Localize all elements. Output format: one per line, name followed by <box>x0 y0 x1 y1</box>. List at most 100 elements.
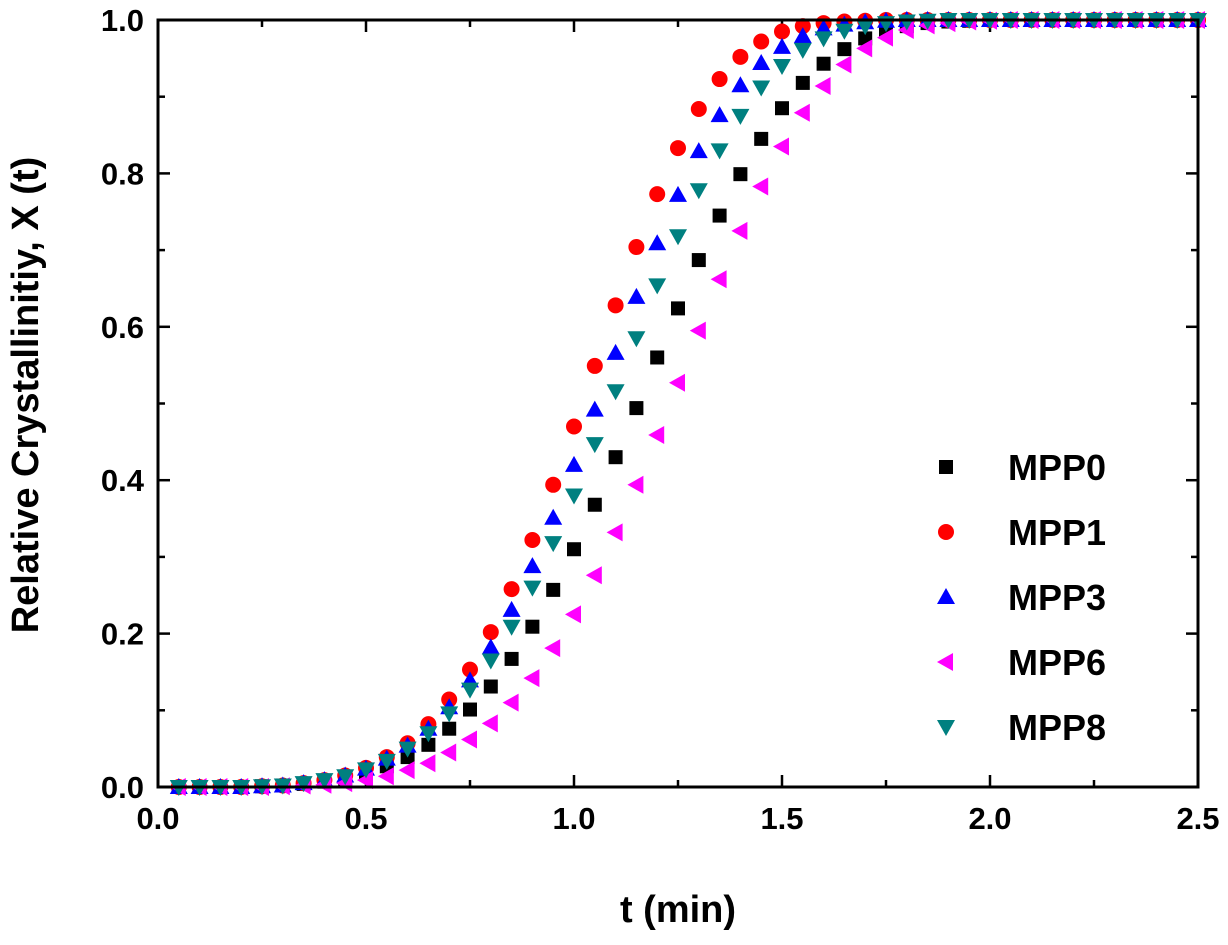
legend-marker-mpp3 <box>937 588 955 604</box>
data-point-mpp1 <box>545 476 562 493</box>
data-point-mpp8 <box>294 776 313 793</box>
data-point-mpp1 <box>794 18 811 35</box>
data-point-mpp3 <box>606 343 625 360</box>
data-point-mpp6 <box>710 270 727 289</box>
data-point-mpp3 <box>585 400 604 417</box>
data-point-mpp0 <box>525 619 540 634</box>
data-point-mpp6 <box>814 76 831 95</box>
data-point-mpp3 <box>544 508 563 525</box>
data-point-mpp6 <box>523 669 540 688</box>
data-point-mpp1 <box>649 186 666 203</box>
legend-item-mpp3: MPP3 <box>937 577 1106 618</box>
data-point-mpp8 <box>835 23 854 40</box>
plot-frame <box>156 18 1200 789</box>
x-tick-label: 2.0 <box>968 801 1011 836</box>
data-point-mpp0 <box>650 350 665 365</box>
data-point-mpp8 <box>544 536 563 553</box>
data-point-mpp1 <box>628 239 645 256</box>
data-point-mpp6 <box>377 767 394 786</box>
data-point-mpp3 <box>502 600 521 617</box>
data-point-mpp0 <box>567 542 581 557</box>
data-point-mpp0 <box>691 253 706 268</box>
x-tick-label: 1.5 <box>760 801 803 836</box>
data-point-mpp8 <box>773 59 791 76</box>
data-point-mpp6 <box>648 425 665 444</box>
data-point-mpp8 <box>502 619 521 636</box>
data-point-mpp8 <box>606 384 625 401</box>
data-point-mpp8 <box>440 706 459 723</box>
data-point-mpp1 <box>670 140 686 157</box>
data-point-mpp1 <box>732 48 749 65</box>
data-point-mpp0 <box>733 167 748 182</box>
data-point-mpp3 <box>481 638 500 655</box>
data-point-mpp8 <box>315 773 334 790</box>
data-point-mpp3 <box>669 185 687 202</box>
x-axis-title: t (min) <box>620 889 736 931</box>
data-point-mpp6 <box>627 475 644 494</box>
data-point-mpp3 <box>523 557 542 574</box>
data-point-mpp8 <box>731 108 750 125</box>
data-point-mpp0 <box>837 42 852 57</box>
legend-label: MPP3 <box>1008 577 1106 618</box>
data-point-mpp8 <box>627 331 646 348</box>
legend-item-mpp8: MPP8 <box>937 707 1106 748</box>
data-point-mpp0 <box>629 401 644 416</box>
data-point-mpp0 <box>442 721 457 736</box>
y-tick-label: 0.2 <box>101 617 144 652</box>
data-point-mpp6 <box>773 137 789 156</box>
legend-item-mpp1: MPP1 <box>938 512 1106 553</box>
legend-marker-mpp0 <box>939 460 953 474</box>
y-tick-label: 0.4 <box>101 463 145 498</box>
data-point-mpp0 <box>608 450 623 465</box>
data-point-mpp8 <box>689 183 708 200</box>
y-tick-label: 0.8 <box>101 156 144 191</box>
data-point-mpp3 <box>689 142 708 159</box>
data-point-mpp8 <box>752 80 771 97</box>
x-tick-label: 2.5 <box>1176 801 1219 836</box>
data-point-mpp6 <box>419 754 436 773</box>
data-point-mpp1 <box>482 624 499 641</box>
legend: MPP0 MPP1 MPP3 MPP6 MPP8 <box>937 447 1106 748</box>
data-point-mpp6 <box>440 743 457 762</box>
data-point-mpp1 <box>566 418 582 435</box>
legend-label: MPP0 <box>1008 447 1106 488</box>
data-point-mpp8 <box>585 437 604 454</box>
data-point-mpp6 <box>357 771 373 790</box>
data-point-mpp3 <box>773 37 791 54</box>
data-point-mpp0 <box>546 582 561 597</box>
data-point-mpp8 <box>648 278 667 295</box>
data-point-mpp0 <box>587 497 602 512</box>
data-point-mpp6 <box>669 373 685 392</box>
data-point-mpp8 <box>419 726 438 743</box>
data-point-mpp0 <box>795 75 810 90</box>
data-point-mpp6 <box>481 714 498 733</box>
y-tick-label: 0.0 <box>101 770 144 805</box>
data-point-mpp6 <box>752 177 769 196</box>
data-point-mpp6 <box>585 566 602 585</box>
data-point-mpp8 <box>814 31 833 48</box>
data-point-mpp1 <box>524 532 541 549</box>
data-point-mpp1 <box>753 33 770 50</box>
legend-marker-mpp6 <box>937 653 953 671</box>
data-point-mpp8 <box>398 741 417 758</box>
data-point-mpp1 <box>690 100 707 117</box>
data-point-mpp1 <box>607 297 624 314</box>
legend-marker-mpp8 <box>937 720 955 736</box>
data-point-mpp6 <box>835 55 852 74</box>
data-point-mpp6 <box>461 730 477 749</box>
legend-label: MPP6 <box>1008 642 1106 683</box>
data-point-mpp1 <box>586 357 603 374</box>
data-point-mpp8 <box>565 488 583 505</box>
data-point-mpp3 <box>627 287 646 304</box>
x-tick-label: 0.0 <box>136 801 179 836</box>
data-point-mpp0 <box>671 301 685 316</box>
legend-label: MPP1 <box>1008 512 1106 553</box>
data-point-mpp3 <box>648 234 667 251</box>
data-point-mpp8 <box>856 19 875 36</box>
data-point-mpp8 <box>523 580 542 597</box>
data-point-mpp6 <box>877 28 893 47</box>
data-point-mpp1 <box>711 71 728 88</box>
data-point-mpp1 <box>503 581 520 598</box>
legend-marker-mpp1 <box>938 524 954 540</box>
